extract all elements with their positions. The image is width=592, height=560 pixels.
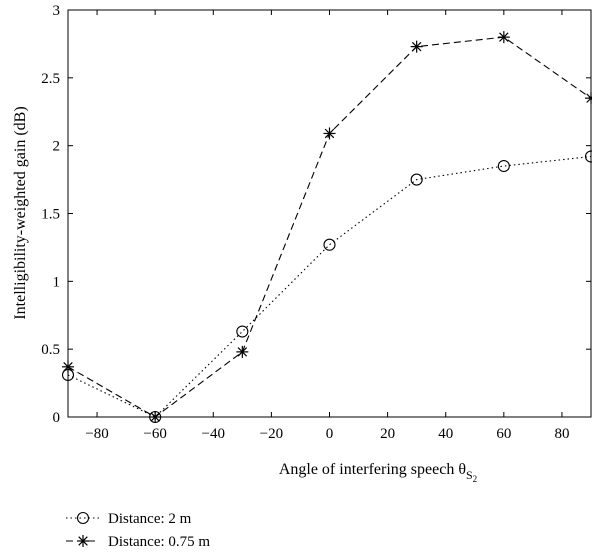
series-layer [61, 31, 592, 424]
x-tick-label: 20 [380, 426, 395, 442]
asterisk-stroke [63, 362, 73, 372]
data-point-asterisk [497, 31, 510, 44]
asterisk-stroke [411, 41, 422, 52]
x-axis-title: Angle of interfering speech θS2 [279, 461, 477, 484]
data-point-asterisk [323, 127, 336, 140]
legend-label: Distance: 0.75 m [108, 534, 210, 550]
x-tick-label: −80 [85, 426, 108, 442]
asterisk-stroke [78, 536, 88, 546]
y-tick-label: 2.5 [41, 71, 60, 87]
x-tick-label: −60 [143, 426, 166, 442]
data-point-asterisk [77, 535, 89, 547]
data-point-asterisk [410, 40, 423, 53]
legend-item: Distance: 0.75 m [66, 534, 210, 550]
data-point-circle [410, 173, 423, 186]
data-point-asterisk [62, 360, 74, 373]
series-distance-2m [61, 150, 592, 424]
x-tick-label: 40 [438, 426, 453, 442]
asterisk-stroke [499, 32, 509, 42]
data-point-circle [236, 325, 249, 338]
x-tick-label: −40 [202, 426, 225, 442]
y-tick-label: 3 [53, 3, 61, 19]
y-tick-label: 1 [53, 274, 61, 290]
legend-label: Distance: 2 m [108, 511, 192, 527]
x-tick-label: 0 [326, 426, 334, 442]
series-distance-075m [62, 31, 592, 423]
asterisk-stroke [324, 128, 335, 139]
plot-area [67, 9, 592, 418]
asterisk-stroke [586, 96, 592, 103]
y-tick-label: 0.5 [41, 342, 60, 358]
y-tick-label: 0 [53, 410, 61, 426]
y-tick-label: 1.5 [41, 207, 60, 223]
data-point-circle [76, 511, 90, 525]
y-axis: 0 0.5 1 1.5 2 2.5 3 [41, 3, 591, 426]
data-point-asterisk [236, 345, 249, 358]
data-point-circle [323, 238, 336, 251]
x-tick-label: 80 [554, 426, 569, 442]
series-line [67, 36, 592, 418]
asterisk-stroke [237, 347, 248, 357]
y-tick-label: 2 [53, 139, 61, 155]
x-tick-label: −20 [260, 426, 283, 442]
data-point-asterisk [585, 92, 592, 105]
data-point-circle [497, 159, 510, 173]
plot-frame [67, 9, 592, 418]
series-line [67, 155, 592, 418]
legend-item: Distance: 2 m [66, 511, 192, 527]
data-point-asterisk [149, 411, 162, 423]
x-tick-label: 60 [496, 426, 511, 442]
y-axis-title: Intelligibility-weighted gain (dB) [12, 106, 29, 319]
legend: Distance: 2 m Distance: 0.75 m [66, 511, 210, 550]
data-point-circle [584, 150, 592, 163]
asterisk-stroke [150, 412, 160, 422]
x-axis: −80 −60 −40 −20 0 20 40 60 80 [85, 10, 569, 442]
